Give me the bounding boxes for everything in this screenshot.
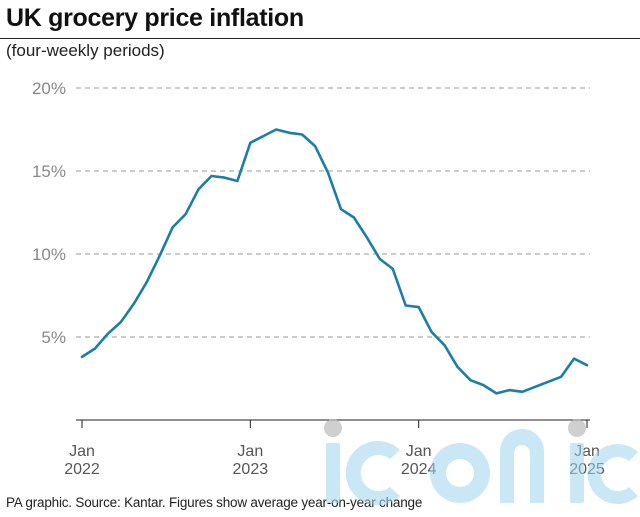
source-note: PA graphic. Source: Kantar. Figures show…: [6, 495, 423, 510]
y-tick-label: 15%: [32, 162, 66, 181]
series-lines: [80, 128, 589, 395]
x-tick-year: 2025: [569, 461, 605, 478]
x-axis: [76, 419, 590, 428]
x-tick-year: 2023: [233, 461, 269, 478]
chart-title: UK grocery price inflation: [6, 4, 304, 32]
series-line-0: [80, 128, 589, 395]
y-tick-label: 5%: [41, 328, 66, 347]
x-tick-month: Jan: [574, 443, 600, 460]
y-tick-label: 10%: [32, 245, 66, 264]
title-divider: [0, 38, 640, 39]
x-tick-month: Jan: [406, 443, 432, 460]
x-tick-month: Jan: [69, 443, 95, 460]
x-tick-year: 2022: [64, 461, 100, 478]
gridlines: [76, 87, 590, 338]
x-tick-year: 2024: [401, 461, 437, 478]
x-tick-month: Jan: [237, 443, 263, 460]
y-tick-label: 20%: [32, 79, 66, 98]
chart-subtitle: (four-weekly periods): [6, 41, 165, 60]
